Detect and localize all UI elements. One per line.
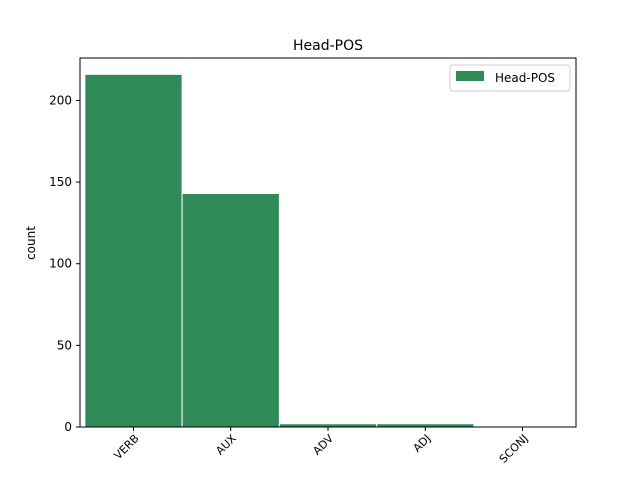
- y-tick-label: 150: [49, 175, 72, 189]
- legend-swatch: [456, 71, 484, 81]
- y-tick-label: 100: [49, 257, 72, 271]
- legend-label: Head-POS: [495, 71, 555, 85]
- y-axis: 0 50 100 150 200: [49, 93, 80, 434]
- bar-aux: [181, 193, 280, 428]
- bars-layer: [84, 73, 475, 428]
- y-tick-label: 50: [57, 338, 72, 352]
- legend: Head-POS: [449, 64, 571, 92]
- y-tick-label: 0: [64, 420, 72, 434]
- y-axis-label: count: [24, 226, 38, 260]
- chart-title: Head-POS: [293, 38, 363, 54]
- plot-frame: [79, 57, 577, 428]
- bar-verb: [84, 73, 183, 428]
- y-tick-label: 200: [49, 93, 72, 107]
